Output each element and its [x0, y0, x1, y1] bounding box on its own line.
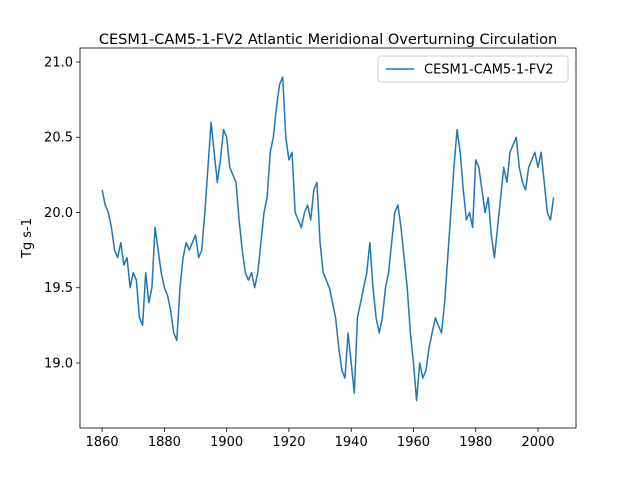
y-tick-label: 19.5	[44, 281, 73, 296]
y-tick-label: 20.0	[44, 206, 73, 221]
y-tick-label: 21.0	[44, 55, 73, 70]
y-tick-label: 19.0	[44, 356, 73, 371]
legend-label: CESM1-CAM5-1-FV2	[424, 63, 553, 78]
x-tick-label: 1980	[459, 435, 492, 450]
legend-box	[377, 55, 569, 83]
chart-title: CESM1-CAM5-1-FV2 Atlantic Meridional Ove…	[99, 32, 557, 48]
x-tick-label: 1880	[148, 435, 181, 450]
x-tick-label: 2000	[521, 435, 554, 450]
plot-frame	[79, 47, 577, 429]
x-tick-label: 1860	[86, 435, 119, 450]
y-axis-label: Tg s-1	[20, 218, 35, 259]
y-tick-label: 20.5	[44, 131, 73, 146]
x-tick-label: 1920	[272, 435, 305, 450]
data-line	[101, 76, 555, 402]
x-tick-label: 1900	[210, 435, 243, 450]
x-tick-label: 1940	[335, 435, 368, 450]
x-tick-label: 1960	[397, 435, 430, 450]
